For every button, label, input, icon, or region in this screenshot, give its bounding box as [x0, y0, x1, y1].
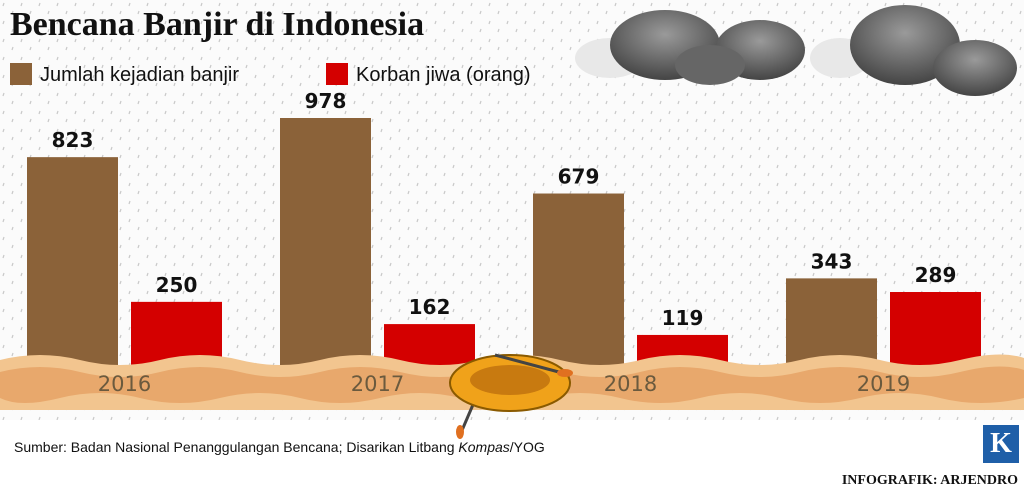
value-label: 978: [305, 89, 347, 113]
year-labels: 2016 2017 2018 2019: [98, 372, 910, 396]
bar: [131, 301, 222, 365]
bar: [533, 193, 624, 365]
logo: K: [990, 428, 1012, 459]
x-tick-label: 2018: [604, 372, 657, 396]
source: Sumber: Badan Nasional Penanggulangan Be…: [14, 439, 545, 455]
value-label: 119: [662, 306, 704, 330]
value-label: 343: [811, 249, 853, 273]
bars: 823 250 978 162 679 119 343 289: [27, 89, 981, 365]
source-text: Sumber: Badan Nasional Penanggulangan Be…: [14, 439, 455, 455]
bar: [27, 157, 118, 365]
source-italic: Kompas: [458, 439, 509, 455]
legend-swatch: [326, 63, 348, 85]
bar: [280, 118, 371, 365]
legend-swatch: [10, 63, 32, 85]
source-suffix: /YOG: [510, 439, 545, 455]
x-tick-label: 2019: [857, 372, 910, 396]
x-tick-label: 2017: [351, 372, 404, 396]
footer-bg: [0, 420, 1024, 491]
value-label: 823: [52, 128, 94, 152]
logo-box: [983, 425, 1019, 463]
value-label: 162: [409, 295, 451, 319]
x-tick-label: 2016: [98, 372, 151, 396]
bar: [384, 324, 475, 365]
clouds: [575, 5, 1017, 96]
bar: [786, 278, 877, 365]
value-label: 289: [915, 263, 957, 287]
value-label: 679: [558, 165, 600, 189]
legend-label: Jumlah kejadian banjir: [40, 64, 239, 86]
value-label: 250: [156, 273, 198, 297]
boat: [449, 353, 573, 439]
legend-label: Korban jiwa (orang): [356, 64, 531, 86]
credit: INFOGRAFIK: ARJENDRO: [842, 473, 1018, 488]
chart-title: Bencana Banjir di Indonesia: [10, 6, 424, 43]
bar: [890, 292, 981, 365]
legend: Jumlah kejadian banjir Korban jiwa (orang…: [10, 63, 531, 86]
